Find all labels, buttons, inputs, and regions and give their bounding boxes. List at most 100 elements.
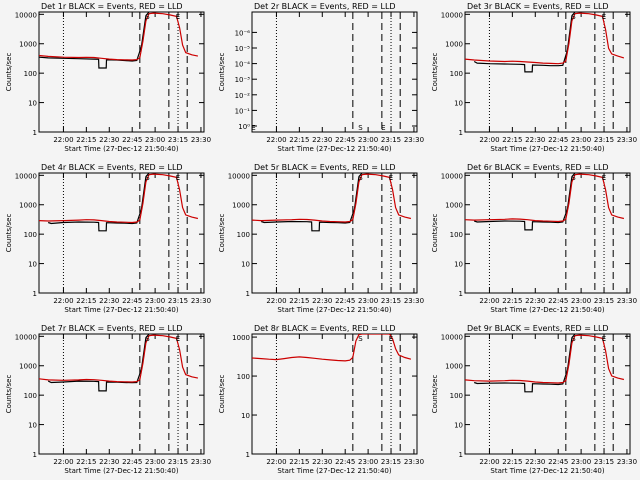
x-axis-label: Start Time (27-Dec-12 21:50:40) xyxy=(490,145,604,153)
marker-e: E xyxy=(176,174,180,182)
marker-e: E xyxy=(176,13,180,21)
marker-e: E xyxy=(602,174,606,182)
x-tick-label: 22:45 xyxy=(122,297,142,305)
x-tick-label: 23:00 xyxy=(145,136,165,144)
y-tick-label: 1 xyxy=(33,129,37,137)
x-axis-label: Start Time (27-Dec-12 21:50:40) xyxy=(490,467,604,475)
x-tick-label: 22:45 xyxy=(335,458,355,466)
x-tick-label: 22:15 xyxy=(502,458,522,466)
plot-frame xyxy=(464,172,631,294)
x-tick-label: 22:30 xyxy=(99,458,119,466)
plot-frame xyxy=(464,11,631,133)
x-tick-label: 22:00 xyxy=(479,458,499,466)
y-tick-label: 1000 xyxy=(445,363,463,371)
panel-title: Det 7r BLACK = Events, RED = LLD xyxy=(41,324,183,333)
y-tick-label: 1000 xyxy=(232,334,250,342)
x-tick-label: 22:30 xyxy=(312,458,332,466)
y-tick-label: 10⁻¹ xyxy=(235,107,251,115)
plot-frame xyxy=(251,333,418,455)
y-tick-label: 10 xyxy=(241,412,250,420)
y-tick-label: 10⁻⁵ xyxy=(235,45,251,53)
y-tick-label: 100 xyxy=(24,231,37,239)
marker-e: E xyxy=(381,124,385,132)
events-series-line xyxy=(473,12,576,73)
x-tick-label: 22:45 xyxy=(122,458,142,466)
x-tick-label: 22:45 xyxy=(548,136,568,144)
x-tick-label: 22:15 xyxy=(502,136,522,144)
x-tick-label: 22:15 xyxy=(76,297,96,305)
x-tick-label: 22:15 xyxy=(289,458,309,466)
x-tick-label: 22:45 xyxy=(548,297,568,305)
panel-9: Det 9r BLACK = Events, RED = LLD 1 10 100 10… xyxy=(431,324,637,475)
y-tick-label: 1 xyxy=(246,290,250,298)
y-tick-label: 10000 xyxy=(441,11,463,19)
y-tick-label: 10 xyxy=(454,261,463,269)
y-axis-label: Counts/sec xyxy=(431,214,439,253)
y-tick-label: 1 xyxy=(459,129,463,137)
marker-s: S xyxy=(358,335,363,343)
marker-s: S xyxy=(358,174,363,182)
y-tick-label: 10 xyxy=(28,261,37,269)
plot-frame xyxy=(38,11,205,133)
marker-s: S xyxy=(145,174,150,182)
y-tick-label: 10 xyxy=(241,261,250,269)
panel-6: Det 6r BLACK = Events, RED = LLD 1 10 100 10… xyxy=(431,163,637,314)
plot-frame xyxy=(251,172,418,294)
y-tick-label: 10000 xyxy=(15,333,37,341)
events-series-line xyxy=(39,12,150,69)
events-series-line xyxy=(47,334,150,392)
events-series-line xyxy=(48,173,150,232)
lld-series-line xyxy=(465,173,625,223)
x-axis-label: Start Time (27-Dec-12 21:50:40) xyxy=(277,306,391,314)
lld-series-line xyxy=(252,334,412,362)
x-tick-label: 22:45 xyxy=(122,136,142,144)
x-tick-label: 22:00 xyxy=(53,297,73,305)
marker-e: E xyxy=(602,335,606,343)
x-tick-label: 22:30 xyxy=(525,136,545,144)
panel-7: Det 7r BLACK = Events, RED = LLD 1 10 100 10… xyxy=(5,324,211,475)
x-axis-label: Start Time (27-Dec-12 21:50:40) xyxy=(64,467,178,475)
x-tick-label: 22:15 xyxy=(502,297,522,305)
marker-e: E xyxy=(251,124,255,132)
x-tick-label: 22:45 xyxy=(335,136,355,144)
y-tick-label: 10 xyxy=(28,422,37,430)
x-tick-label: 23:15 xyxy=(381,297,401,305)
x-tick-label: 22:15 xyxy=(76,136,96,144)
panel-title: Det 9r BLACK = Events, RED = LLD xyxy=(467,324,609,333)
x-axis-label: Start Time (27-Dec-12 21:50:40) xyxy=(490,306,604,314)
marker-s: S xyxy=(358,124,363,132)
panel-title: Det 1r BLACK = Events, RED = LLD xyxy=(41,2,183,11)
y-tick-label: 10⁻⁴ xyxy=(235,61,251,69)
x-tick-label: 22:15 xyxy=(76,458,96,466)
y-tick-label: 10000 xyxy=(228,172,250,180)
x-axis-label: Start Time (27-Dec-12 21:50:40) xyxy=(64,145,178,153)
panel-2: Det 2r BLACK = Events, RED = LLD 10⁰ 10⁻¹ 1… xyxy=(218,2,424,153)
x-tick-label: 23:15 xyxy=(594,136,614,144)
lld-series-line xyxy=(39,173,199,224)
y-axis-label: Counts/sec xyxy=(218,214,226,253)
x-tick-label: 22:00 xyxy=(53,136,73,144)
panel-3: Det 3r BLACK = Events, RED = LLD 1 10 100 10… xyxy=(431,2,637,153)
lld-series-line xyxy=(252,173,412,223)
y-tick-label: 10⁻² xyxy=(235,92,251,100)
x-tick-label: 22:30 xyxy=(312,297,332,305)
x-tick-label: 22:15 xyxy=(289,136,309,144)
y-tick-label: 1 xyxy=(33,451,37,459)
x-tick-label: 22:30 xyxy=(312,136,332,144)
events-series-line xyxy=(474,334,576,393)
x-tick-label: 22:00 xyxy=(266,136,286,144)
marker-s: S xyxy=(145,13,150,21)
x-tick-label: 23:00 xyxy=(571,136,591,144)
y-tick-label: 10 xyxy=(28,100,37,108)
events-series-line xyxy=(261,173,363,232)
marker-s: S xyxy=(571,13,576,21)
y-axis-label: Counts/sec xyxy=(5,375,13,414)
x-tick-label: 23:00 xyxy=(571,458,591,466)
y-tick-label: 100 xyxy=(24,70,37,78)
y-tick-label: 100 xyxy=(237,373,250,381)
panel-1: Det 1r BLACK = Events, RED = LLD 1 10 100 10… xyxy=(5,2,211,153)
y-tick-label: 100 xyxy=(237,231,250,239)
y-tick-label: 10000 xyxy=(15,172,37,180)
x-tick-label: 23:00 xyxy=(145,297,165,305)
